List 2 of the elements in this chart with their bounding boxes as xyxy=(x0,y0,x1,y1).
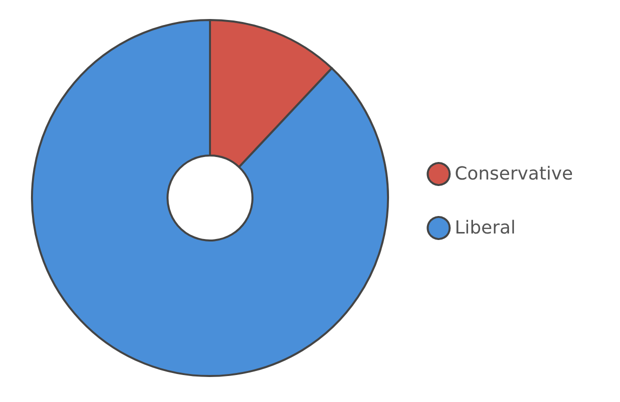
legend-label: Conservative xyxy=(454,164,574,184)
legend-label: Liberal xyxy=(454,218,516,238)
